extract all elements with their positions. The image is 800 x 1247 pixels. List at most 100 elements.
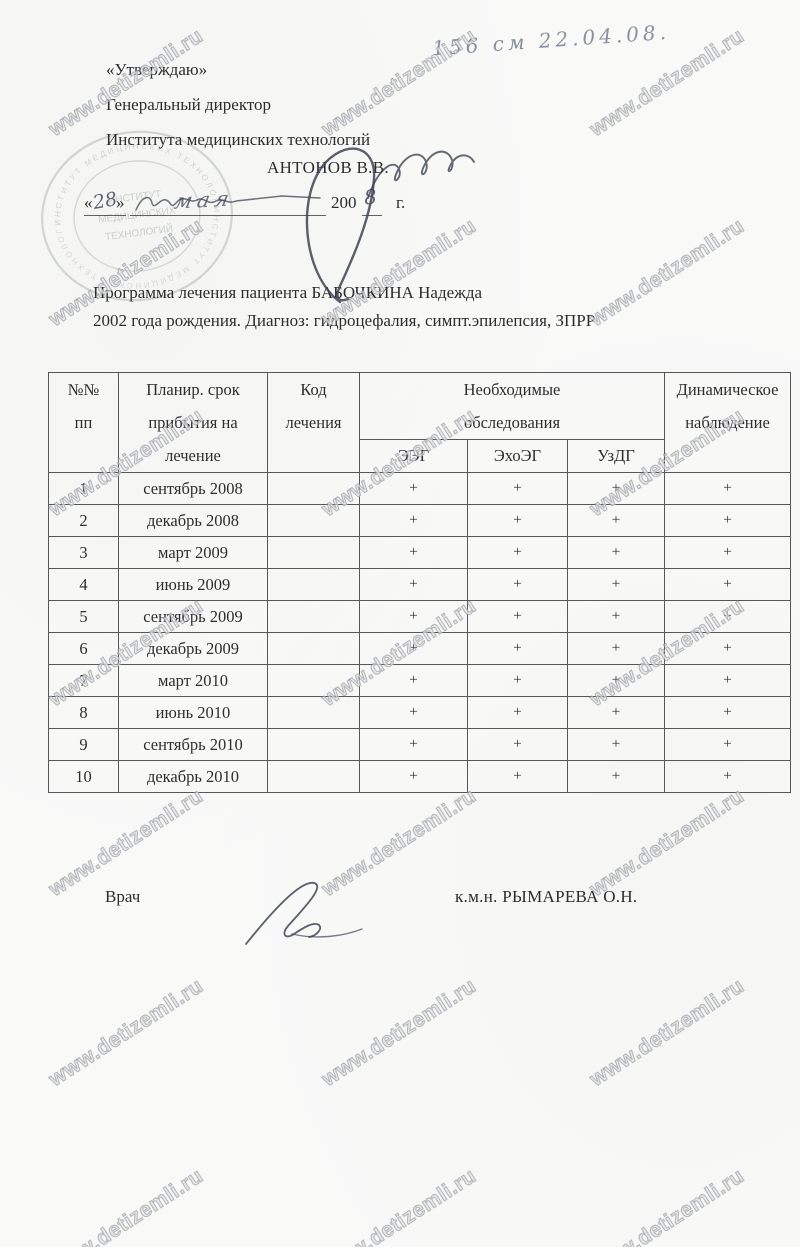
cell-echoeg: +: [467, 568, 568, 601]
cell-echoeg: +: [467, 632, 568, 665]
doctor-name: к.м.н. РЫМАРЕВА О.Н.: [455, 887, 638, 906]
organization-name: Института медицинских технологий: [106, 130, 371, 149]
cell-eeg: +: [359, 600, 468, 633]
subheader-echoeg: ЭхоЭГ: [467, 439, 568, 473]
cell-uzdg: +: [567, 760, 665, 793]
table-row: 4 июнь 2009 + + + +: [48, 568, 791, 601]
date-quote-open: «: [84, 193, 93, 212]
cell-period: март 2009: [118, 536, 268, 569]
col-header-exam-line2: обследования: [463, 413, 561, 432]
director-signature: [305, 147, 475, 304]
cell-echoeg: +: [467, 696, 568, 729]
col-header-number: №№ пп: [48, 372, 119, 473]
cell-echoeg: +: [467, 504, 568, 537]
cell-dynamic: +: [664, 760, 791, 793]
cell-row-number: 6: [48, 632, 119, 665]
cell-row-number: 5: [48, 600, 119, 633]
treatment-schedule-table: №№ пп Планир. срок прибытия на лечение К…: [48, 372, 791, 793]
handwritten-day: 28: [91, 188, 119, 214]
cell-eeg: +: [359, 536, 468, 569]
cell-dynamic: +: [664, 568, 791, 601]
table-row: 9 сентябрь 2010 + + + +: [48, 728, 791, 761]
cell-dynamic: +: [664, 472, 791, 505]
subheader-uzdg: УзДГ: [567, 439, 665, 473]
cell-uzdg: +: [567, 696, 665, 729]
col-header-code-line1: Код: [300, 380, 327, 399]
table-row: 7 март 2010 + + + +: [48, 664, 791, 697]
round-stamp-seal: ИНСТИТУТ МЕДИЦИНСКИХ ТЕХНОЛОГИЙ ИНСТИТУТ…: [26, 114, 233, 302]
col-header-exam-line1: Необходимые: [463, 380, 561, 399]
cell-eeg: +: [359, 568, 468, 601]
cell-period: декабрь 2010: [118, 760, 268, 793]
table-header: №№ пп Планир. срок прибытия на лечение К…: [48, 372, 791, 473]
cell-row-number: 4: [48, 568, 119, 601]
watermark-text: www.detizemli.ru: [317, 974, 481, 1092]
cell-eeg: +: [359, 664, 468, 697]
cell-period: июнь 2010: [118, 696, 268, 729]
cell-row-number: 9: [48, 728, 119, 761]
cell-eeg: +: [359, 696, 468, 729]
table-row: 2 декабрь 2008 + + + +: [48, 504, 791, 537]
cell-row-number: 10: [48, 760, 119, 793]
cell-eeg: +: [359, 728, 468, 761]
cell-dynamic: +: [664, 664, 791, 697]
cell-row-number: 3: [48, 536, 119, 569]
col-header-dynamic-line1: Динамическое: [676, 380, 779, 399]
subheader-eeg: ЭЭГ: [359, 439, 468, 473]
cell-uzdg: +: [567, 664, 665, 697]
cell-uzdg: +: [567, 568, 665, 601]
col-header-examinations: Необходимые обследования: [359, 372, 665, 440]
cell-eeg: +: [359, 632, 468, 665]
table-row: 3 март 2009 + + + +: [48, 536, 791, 569]
stamp-center-line3: ТЕХНОЛОГИЙ: [104, 222, 174, 243]
cell-uzdg: +: [567, 600, 665, 633]
cell-uzdg: +: [567, 472, 665, 505]
cell-echoeg: +: [467, 760, 568, 793]
cell-period: сентябрь 2008: [118, 472, 268, 505]
cell-eeg: +: [359, 504, 468, 537]
cell-row-number: 8: [48, 696, 119, 729]
watermark-text: www.detizemli.ru: [585, 1164, 749, 1247]
cell-uzdg: +: [567, 728, 665, 761]
cell-echoeg: +: [467, 536, 568, 569]
date-year-underline: [362, 215, 382, 216]
watermark-text: www.detizemli.ru: [585, 214, 749, 332]
director-name: АНТОНОВ В.В.: [267, 158, 389, 177]
col-header-dynamic: Динамическое наблюдение: [664, 372, 791, 473]
watermark-text: www.detizemli.ru: [44, 1164, 208, 1247]
table-row: 1 сентябрь 2008 + + + +: [48, 472, 791, 505]
cell-dynamic: +: [664, 600, 791, 633]
col-header-number-line2: пп: [74, 413, 93, 432]
cell-treatment-code: [267, 600, 360, 633]
cell-treatment-code: [267, 728, 360, 761]
col-header-period-line2: прибытия на: [148, 413, 238, 432]
cell-treatment-code: [267, 536, 360, 569]
watermark-text: www.detizemli.ru: [44, 784, 208, 902]
cell-uzdg: +: [567, 536, 665, 569]
cell-period: декабрь 2009: [118, 632, 268, 665]
cell-treatment-code: [267, 472, 360, 505]
cell-uzdg: +: [567, 632, 665, 665]
handwritten-note: 156 см 22.04.08.: [431, 19, 671, 61]
cell-period: сентябрь 2009: [118, 600, 268, 633]
cell-period: сентябрь 2010: [118, 728, 268, 761]
col-header-dynamic-line2: наблюдение: [685, 413, 770, 432]
cell-eeg: +: [359, 472, 468, 505]
cell-period: декабрь 2008: [118, 504, 268, 537]
col-header-code: Код лечения: [267, 372, 360, 473]
cell-treatment-code: [267, 632, 360, 665]
cell-echoeg: +: [467, 664, 568, 697]
date-month-underline: [130, 215, 326, 216]
treatment-table-body: 1 сентябрь 2008 + + + +2 декабрь 2008 + + + +3 март…: [48, 472, 791, 793]
cell-echoeg: +: [467, 472, 568, 505]
cell-treatment-code: [267, 696, 360, 729]
watermark-text: www.detizemli.ru: [44, 974, 208, 1092]
approve-label: «Утверждаю»: [106, 60, 208, 79]
watermark-text: www.detizemli.ru: [317, 1164, 481, 1247]
date-day-underline: [84, 215, 126, 216]
col-header-period-line3: лечение: [165, 446, 221, 465]
cell-treatment-code: [267, 504, 360, 537]
cell-row-number: 7: [48, 664, 119, 697]
table-row: 6 декабрь 2009 + + + +: [48, 632, 791, 665]
